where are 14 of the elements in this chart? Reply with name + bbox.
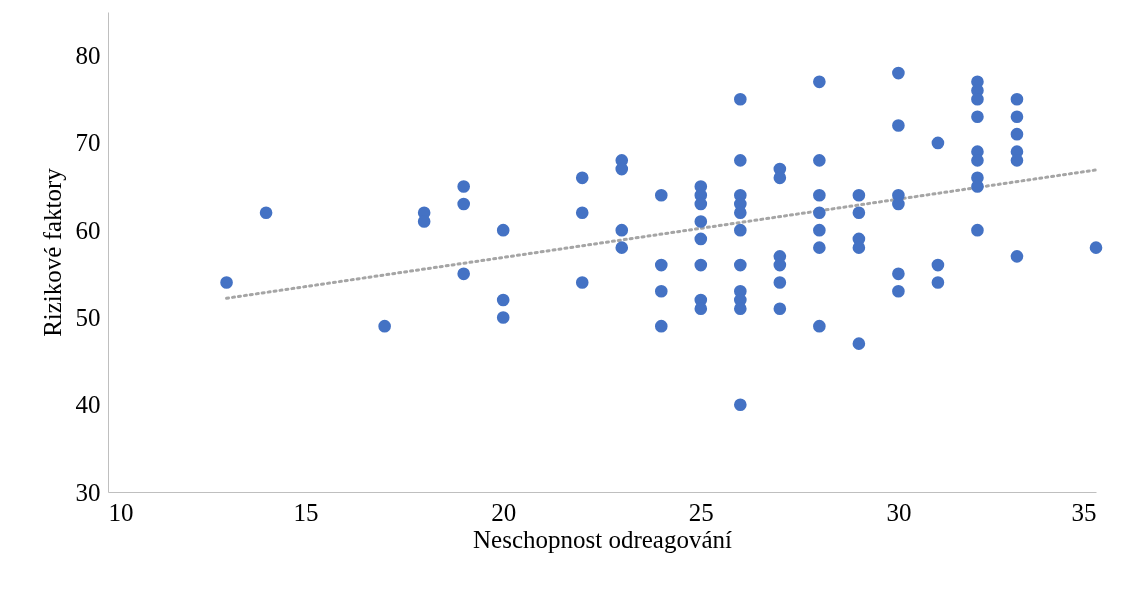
y-tick-label: 60 [75,216,101,244]
y-axis-title: Rizikové faktory [38,167,66,337]
y-tick-label: 30 [75,478,101,506]
x-tick-label: 10 [108,498,134,526]
y-tick-label: 50 [75,303,101,331]
y-tick-label: 80 [75,42,101,70]
y-tick-label: 70 [75,129,101,157]
x-tick-label: 15 [293,498,319,526]
x-tick-label: 30 [886,498,912,526]
x-tick-label: 35 [1071,498,1097,526]
x-tick-label: 25 [688,498,714,526]
x-tick-label: 20 [491,498,517,526]
y-tick-label: 40 [75,391,101,419]
x-axis-title: Neschopnost odreagování [473,525,733,553]
